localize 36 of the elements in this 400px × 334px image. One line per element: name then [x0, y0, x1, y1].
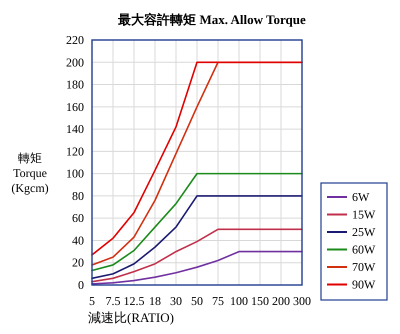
legend-label: 15W [352, 208, 376, 222]
y-tick-label: 0 [78, 278, 84, 292]
y-tick-label: 120 [66, 144, 84, 158]
x-axis-title: 減速比(RATIO) [88, 310, 174, 325]
x-tick-label: 200 [272, 294, 290, 308]
line-series [91, 228, 303, 282]
x-tick-label: 18 [149, 294, 161, 308]
x-tick-label: 7.5 [106, 294, 120, 308]
legend-label: 25W [352, 225, 376, 239]
legend-label: 6W [352, 190, 370, 204]
y-tick-label: 140 [66, 122, 84, 136]
chart-title: 最大容許轉矩 Max. Allow Torque [117, 12, 306, 27]
y-tick-label: 20 [72, 256, 84, 270]
legend-label: 90W [352, 278, 376, 292]
y-axis-title: 轉矩 Torque (Kgcm) [11, 151, 49, 195]
y-tick-label: 80 [72, 188, 84, 203]
line-series [91, 250, 303, 285]
y-tick-label: 60 [72, 211, 84, 226]
y-tick-label: 220 [66, 33, 84, 47]
x-tick-label: 100 [230, 294, 248, 308]
line-series [91, 172, 303, 272]
line-series [91, 195, 303, 280]
x-tick-label: 50 [191, 294, 203, 308]
y-tick-label: 180 [66, 78, 84, 92]
x-tick-label: 5 [89, 294, 95, 308]
y-tick-label: 200 [66, 55, 84, 70]
x-tick-label: 150 [251, 294, 269, 308]
x-tick-label: 75 [212, 294, 224, 308]
legend-label: 60W [352, 242, 376, 256]
y-tick-label: 160 [66, 100, 84, 114]
y-tick-label: 100 [66, 166, 84, 181]
x-tick-label: 300 [293, 294, 311, 308]
legend-label: 70W [352, 260, 376, 274]
x-tick-label: 30 [170, 294, 182, 308]
x-tick-label: 12.5 [124, 294, 144, 308]
y-tick-label: 40 [72, 233, 84, 248]
